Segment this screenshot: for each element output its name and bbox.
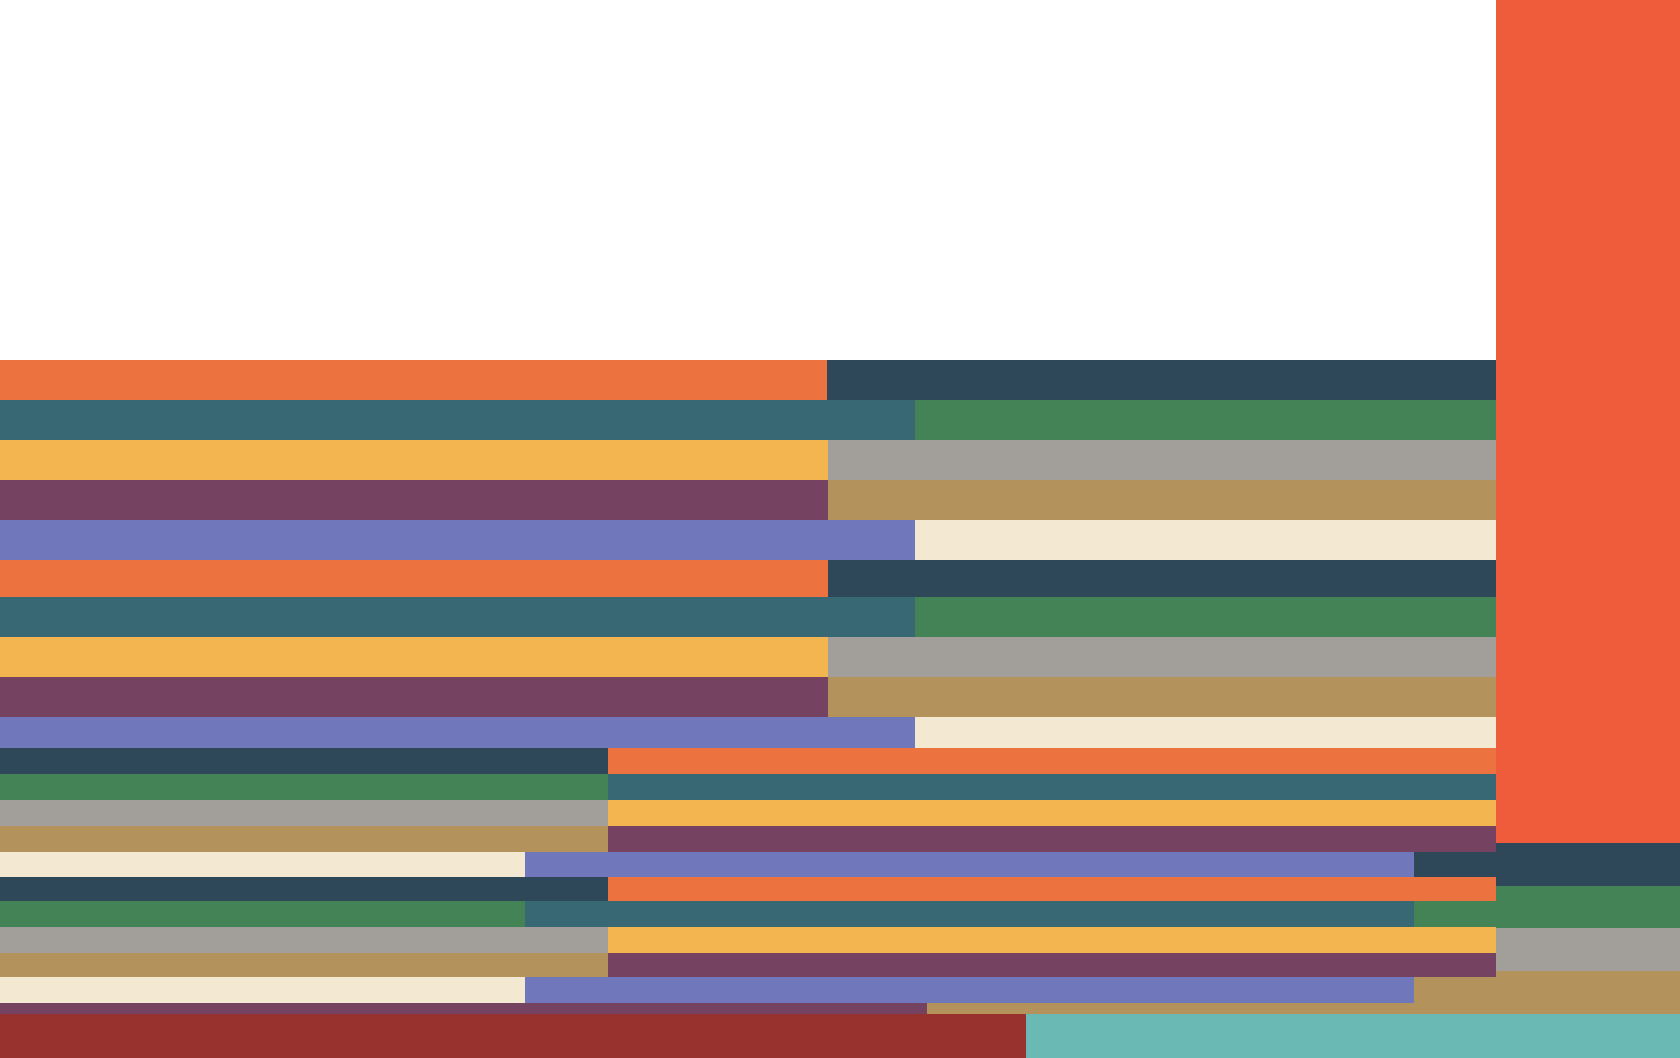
color-block-navy-3 xyxy=(0,748,609,774)
color-block-yellow-2 xyxy=(0,637,829,677)
color-block-orange-4 xyxy=(608,877,1497,901)
color-block-tan-5 xyxy=(1414,977,1497,1003)
color-block-red-orange xyxy=(1496,0,1680,844)
color-block-teal-2 xyxy=(0,597,916,637)
color-block-tan-4 xyxy=(0,953,609,977)
color-block-purple-1 xyxy=(0,480,829,520)
color-block-navy-1 xyxy=(827,360,1497,400)
color-block-purple-4 xyxy=(608,953,1497,977)
color-block-gray-1 xyxy=(828,440,1497,480)
color-block-green-2 xyxy=(915,597,1497,637)
color-block-green-1 xyxy=(915,400,1497,440)
color-block-yellow-1 xyxy=(0,440,829,480)
color-block-cream-3 xyxy=(0,852,526,877)
color-block-teal-1 xyxy=(0,400,916,440)
color-block-cream-2 xyxy=(915,717,1497,748)
color-block-periwinkle-3 xyxy=(525,852,1415,877)
color-block-tan-3 xyxy=(0,826,609,852)
color-block-tan-6 xyxy=(927,1003,1497,1015)
color-block-periwinkle-1 xyxy=(0,520,916,560)
color-block-aqua xyxy=(1026,1014,1680,1058)
color-block-purple-2 xyxy=(0,677,829,717)
color-block-tan-2 xyxy=(828,677,1497,717)
color-block-yellow-4 xyxy=(608,927,1497,953)
color-block-purple-3 xyxy=(608,826,1497,852)
color-block-green-3 xyxy=(0,774,609,800)
color-block-cream-1 xyxy=(915,520,1497,560)
color-block-gray-5 xyxy=(1496,928,1680,972)
color-block-gray-4 xyxy=(0,927,609,953)
color-block-green-5 xyxy=(1414,901,1497,927)
color-block-teal-3 xyxy=(608,774,1497,800)
color-block-gray-2 xyxy=(828,637,1497,677)
color-block-navy-2 xyxy=(828,560,1497,597)
color-block-navy-6 xyxy=(1496,843,1680,887)
color-block-dark-red xyxy=(0,1014,1027,1058)
color-block-orange-3 xyxy=(608,748,1497,774)
color-block-gray-3 xyxy=(0,800,609,826)
color-block-yellow-3 xyxy=(608,800,1497,826)
color-block-cream-4 xyxy=(0,977,526,1003)
color-block-teal-4 xyxy=(525,901,1415,927)
color-block-navy-5 xyxy=(0,877,609,901)
color-block-navy-4 xyxy=(1414,852,1497,877)
color-block-tan-7 xyxy=(1496,971,1680,1015)
color-block-purple-5 xyxy=(0,1003,928,1015)
color-block-orange-2 xyxy=(0,560,829,597)
color-block-periwinkle-4 xyxy=(525,977,1415,1003)
color-block-tan-1 xyxy=(828,480,1497,520)
color-block-orange-1 xyxy=(0,360,828,400)
color-block-green-4 xyxy=(0,901,526,927)
color-block-green-6 xyxy=(1496,886,1680,929)
color-block-periwinkle-2 xyxy=(0,717,916,748)
